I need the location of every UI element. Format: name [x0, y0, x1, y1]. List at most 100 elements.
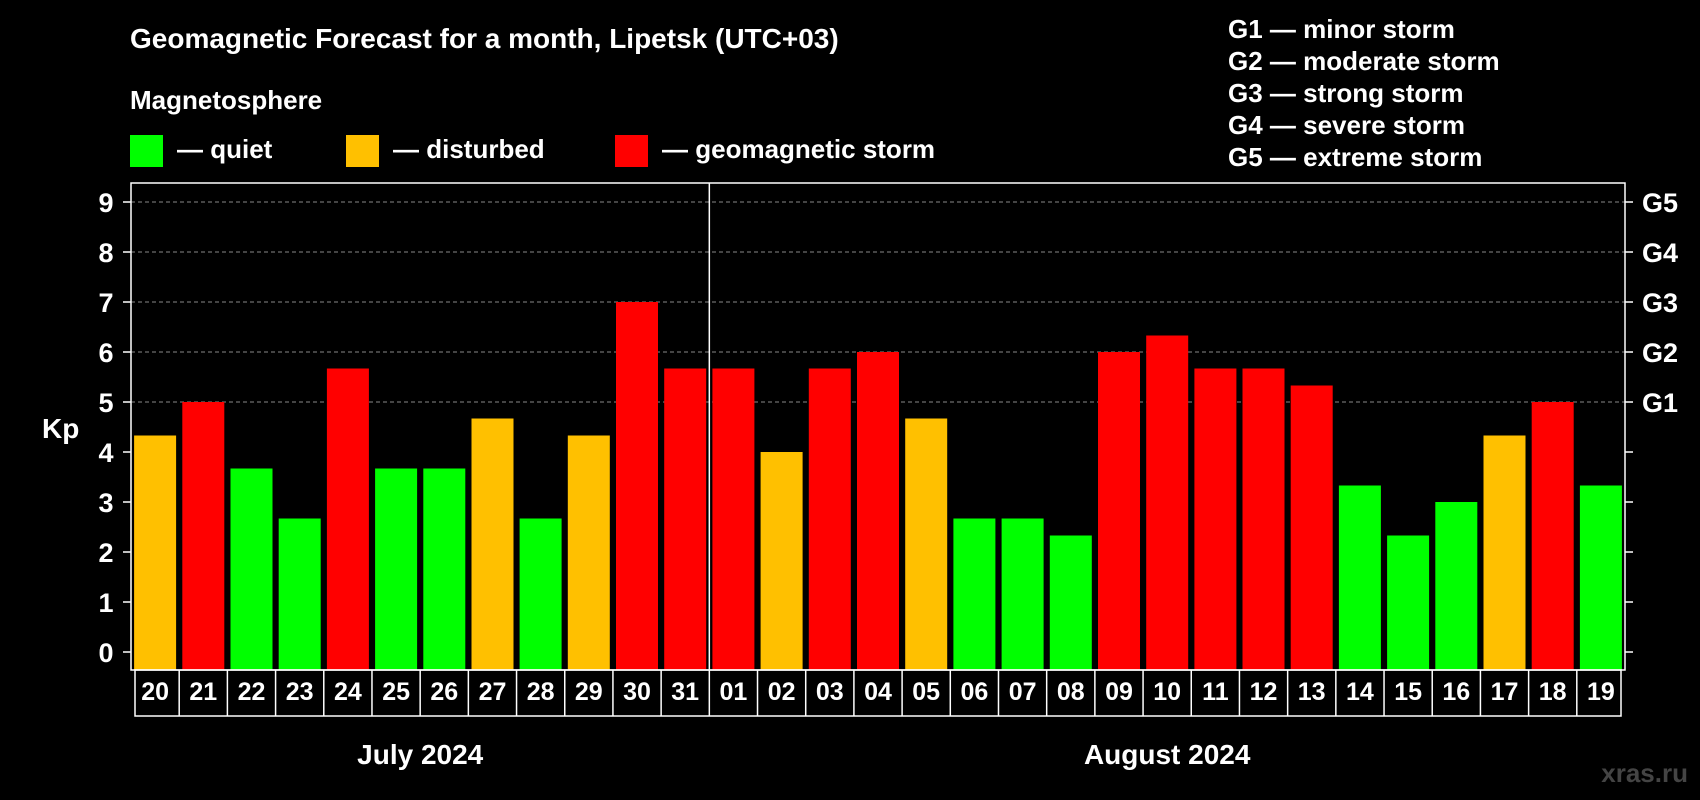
legend-label-1: — disturbed [393, 134, 545, 164]
left-tick-label-1: 1 [98, 588, 113, 618]
bar-25-5 [375, 468, 418, 670]
date-label-13: 02 [768, 678, 796, 706]
date-label-11: 31 [671, 678, 699, 706]
bar-07-18 [1001, 518, 1044, 670]
date-label-10: 30 [623, 678, 651, 706]
storm-level-3: G3 — strong storm [1228, 78, 1463, 108]
right-axis-ticks: G1 G2 G3 G4 G5 [1625, 188, 1678, 653]
date-label-5: 25 [382, 678, 410, 706]
date-label-19: 08 [1057, 678, 1085, 706]
date-label-3: 23 [286, 678, 314, 706]
right-tick-label-G3: G3 [1642, 288, 1678, 318]
bar-14-25 [1338, 485, 1381, 670]
date-label-18: 07 [1009, 678, 1037, 706]
bar-30-10 [616, 302, 658, 670]
left-tick-label-9: 9 [98, 188, 113, 218]
bar-11-22 [1194, 368, 1237, 670]
date-label-27: 16 [1442, 678, 1470, 706]
left-tick-label-0: 0 [98, 638, 113, 668]
legend-label-0: — quiet [177, 134, 273, 164]
date-label-25: 14 [1346, 678, 1374, 706]
date-label-8: 28 [527, 678, 555, 706]
bar-24-4 [326, 368, 369, 670]
date-label-15: 04 [864, 678, 892, 706]
bar-19-30 [1579, 485, 1622, 670]
date-label-21: 10 [1153, 678, 1181, 706]
date-label-2: 22 [238, 678, 266, 706]
legend: — quiet — disturbed — geomagnetic storm [130, 134, 935, 167]
left-tick-label-3: 3 [98, 488, 113, 518]
date-table-frame [134, 669, 1622, 717]
bar-16-27 [1435, 502, 1478, 670]
date-label-28: 17 [1491, 678, 1519, 706]
bar-31-11 [664, 368, 707, 670]
chart-title: Geomagnetic Forecast for a month, Lipets… [130, 23, 839, 54]
bar-01-12 [712, 368, 755, 670]
right-tick-label-G5: G5 [1642, 188, 1678, 218]
bar-08-19 [1049, 535, 1092, 670]
date-label-4: 24 [334, 678, 362, 706]
left-tick-label-4: 4 [98, 438, 113, 468]
date-label-22: 11 [1202, 678, 1229, 706]
right-tick-label-G1: G1 [1642, 388, 1678, 418]
bar-15-26 [1387, 535, 1430, 670]
bar-29-9 [567, 435, 610, 670]
bar-22-2 [230, 468, 273, 670]
storm-level-2: G2 — moderate storm [1228, 46, 1500, 76]
left-tick-label-8: 8 [98, 238, 113, 268]
bar-13-24 [1290, 385, 1333, 670]
month-labels: July 2024 August 2024 [357, 739, 1251, 770]
date-label-1: 21 [189, 678, 217, 706]
date-label-6: 26 [430, 678, 458, 706]
bar-10-21 [1146, 335, 1189, 670]
bar-21-1 [182, 402, 225, 670]
date-label-23: 12 [1250, 678, 1278, 706]
left-axis-ticks: 0 1 2 3 4 5 6 7 8 9 [98, 188, 131, 668]
legend-swatch-0 [130, 135, 163, 167]
date-label-12: 01 [719, 678, 747, 706]
grid-lines [131, 201, 1625, 403]
bar-09-20 [1098, 352, 1140, 670]
date-label-16: 05 [912, 678, 940, 706]
bar-18-29 [1531, 402, 1574, 670]
y-axis-label: Kp [42, 413, 79, 444]
left-tick-label-2: 2 [98, 538, 113, 568]
date-label-9: 29 [575, 678, 603, 706]
date-label-17: 06 [960, 678, 988, 706]
date-label-7: 27 [479, 678, 507, 706]
watermark: xras.ru [1601, 758, 1688, 788]
bar-17-28 [1483, 435, 1526, 670]
legend-swatch-1 [346, 135, 379, 167]
legend-heading: Magnetosphere [130, 85, 322, 115]
legend-label-2: — geomagnetic storm [662, 134, 935, 164]
bars [134, 302, 1622, 670]
bar-28-8 [519, 518, 562, 670]
date-label-30: 19 [1587, 678, 1615, 706]
right-tick-label-G2: G2 [1642, 338, 1678, 368]
bar-06-17 [953, 518, 996, 670]
date-label-24: 13 [1298, 678, 1326, 706]
date-label-20: 09 [1105, 678, 1133, 706]
bar-05-16 [905, 418, 948, 670]
month-label-1: August 2024 [1084, 739, 1251, 770]
bar-04-15 [857, 352, 899, 670]
left-tick-label-5: 5 [98, 388, 113, 418]
bar-27-7 [471, 418, 514, 670]
storm-level-4: G4 — severe storm [1228, 110, 1465, 140]
bar-12-23 [1242, 368, 1285, 670]
date-label-26: 15 [1394, 678, 1422, 706]
date-table: 20 21 22 23 24 25 26 27 28 29 30 31 01 02 03 04 05 06 07 08… [134, 669, 1622, 717]
date-label-29: 18 [1539, 678, 1567, 706]
left-tick-label-7: 7 [98, 288, 113, 318]
bar-02-13 [760, 452, 803, 670]
bar-23-3 [278, 518, 321, 670]
month-label-0: July 2024 [357, 739, 484, 770]
bar-03-14 [808, 368, 851, 670]
legend-swatch-2 [615, 135, 648, 167]
storm-level-1: G1 — minor storm [1228, 14, 1455, 44]
right-tick-label-G4: G4 [1642, 238, 1678, 268]
date-label-14: 03 [816, 678, 844, 706]
storm-level-5: G5 — extreme storm [1228, 142, 1482, 172]
